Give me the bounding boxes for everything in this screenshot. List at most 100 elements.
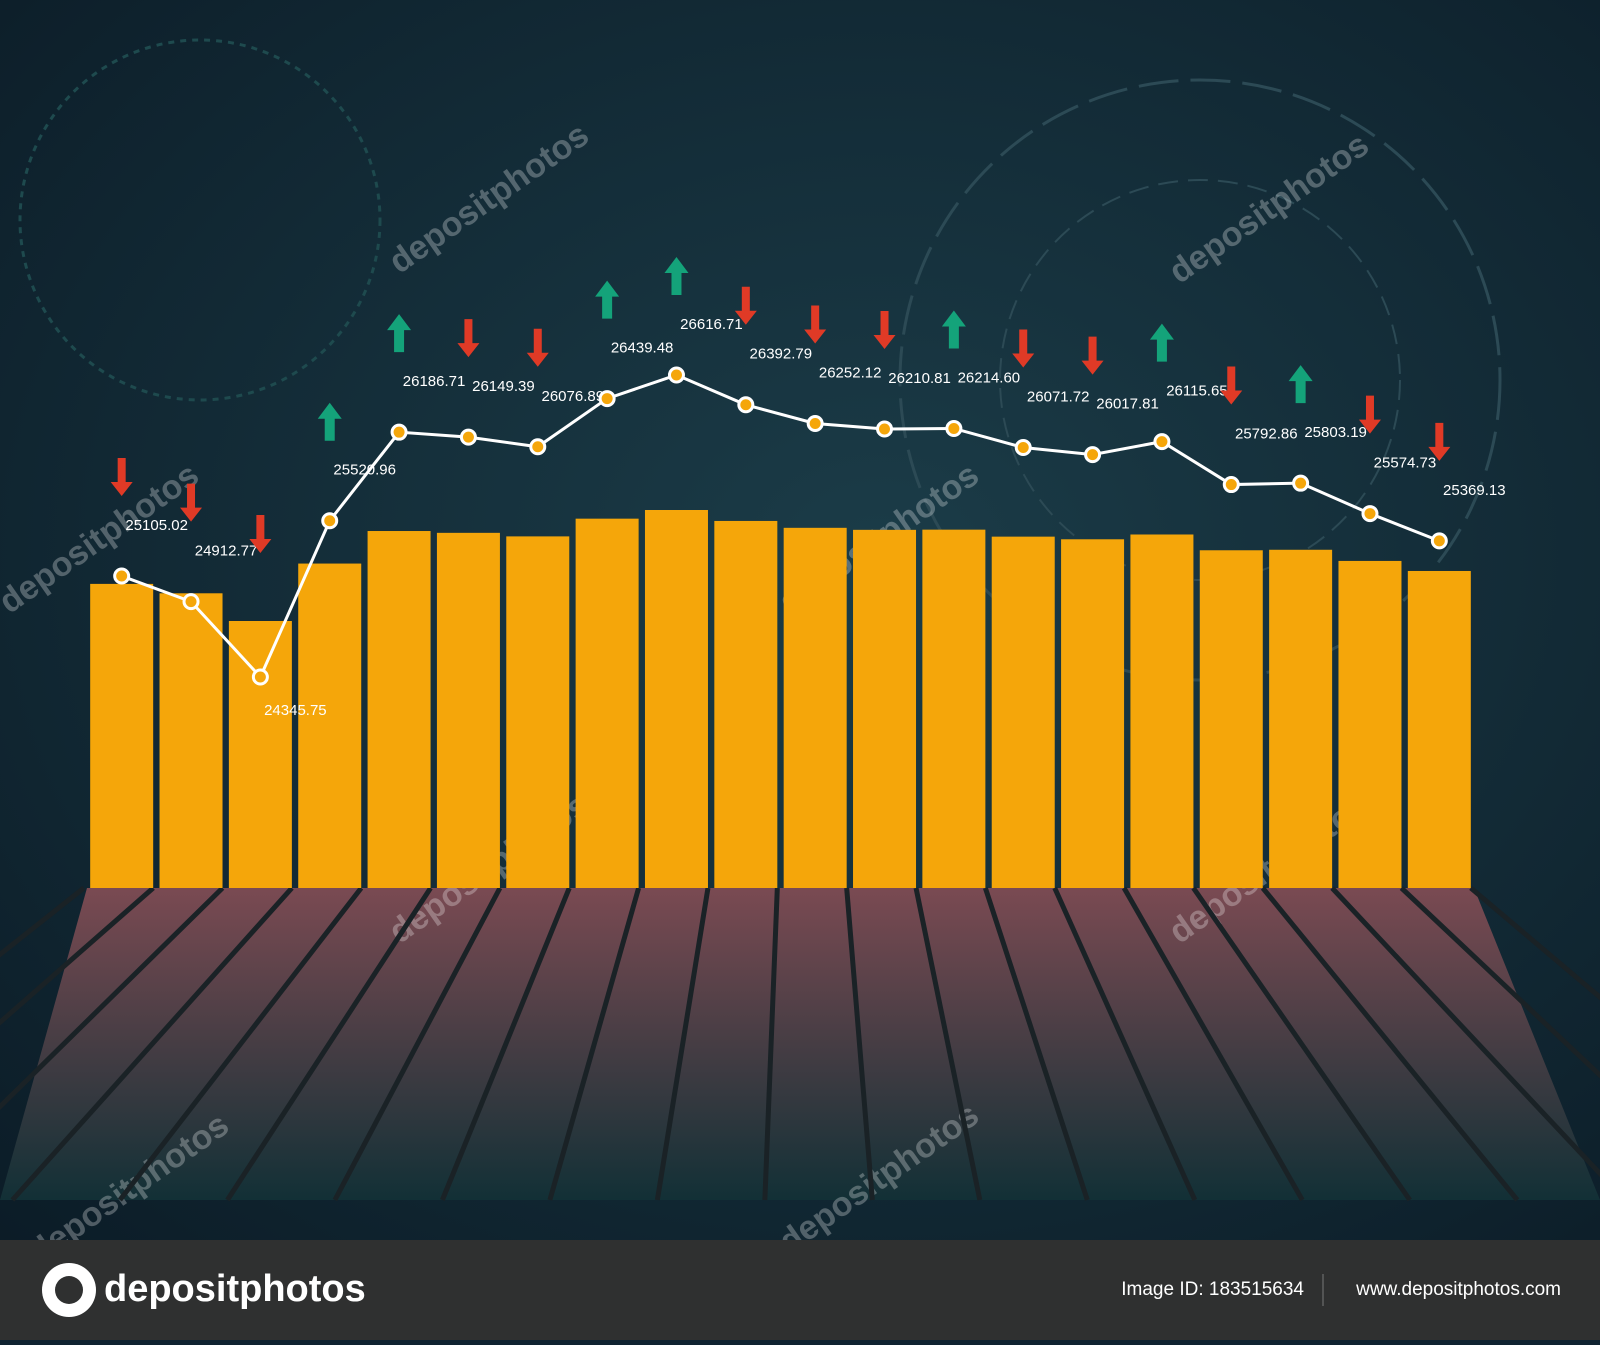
- floor-line: [10, 886, 294, 1202]
- value-label: 26214.60: [958, 369, 1021, 386]
- bar: [853, 529, 917, 888]
- arrow-down: [1012, 329, 1035, 368]
- arrow-up: [1288, 365, 1313, 404]
- line-point: [1430, 532, 1448, 550]
- decor-ring: [18, 38, 382, 402]
- bar: [922, 529, 986, 888]
- line-point: [667, 366, 685, 384]
- value-label: 26186.71: [403, 373, 466, 390]
- floor-line: [0, 886, 86, 958]
- bar: [1407, 570, 1471, 888]
- value-label: 26210.81: [888, 370, 951, 387]
- footer-logo-inner: [55, 1276, 83, 1304]
- floor-line: [1330, 886, 1600, 1178]
- floor-line: [0, 886, 225, 1111]
- arrow-down: [1081, 336, 1104, 375]
- arrow-down: [526, 328, 549, 367]
- arrow-down: [873, 310, 896, 349]
- bar: [367, 531, 431, 888]
- line-point: [598, 390, 616, 408]
- bar: [1269, 549, 1333, 888]
- arrow-down: [180, 483, 203, 522]
- line: [121, 373, 1440, 680]
- footer-brand: depositphotos: [104, 1268, 366, 1310]
- bar: [159, 593, 223, 888]
- footer-url: www.depositphotos.com: [1355, 1279, 1561, 1300]
- value-label: 25520.96: [333, 462, 396, 479]
- value-label: 26149.39: [472, 378, 535, 395]
- value-label: 25792.86: [1235, 426, 1298, 443]
- line-point: [182, 593, 200, 611]
- value-label: 25803.19: [1304, 424, 1367, 441]
- floor-line: [117, 886, 364, 1202]
- floor-line: [1469, 886, 1600, 1001]
- floor-line: [844, 887, 875, 1201]
- line-point: [945, 419, 963, 437]
- bar: [1061, 539, 1125, 888]
- value-label: 25369.13: [1443, 482, 1506, 499]
- floor-line: [225, 886, 433, 1202]
- floor-line: [0, 886, 155, 1026]
- line-point: [806, 414, 824, 432]
- line-point: [1153, 433, 1171, 451]
- line-point: [1014, 438, 1032, 456]
- footer: [0, 1240, 1600, 1340]
- arrow-down: [110, 458, 133, 497]
- arrow-up: [317, 402, 342, 441]
- floor-line: [332, 886, 503, 1202]
- line-point: [1084, 446, 1102, 464]
- value-label: 26252.12: [819, 364, 882, 381]
- line-point: [737, 396, 755, 414]
- floor-line: [982, 887, 1090, 1201]
- line-point: [529, 438, 547, 456]
- line-point: [1292, 474, 1310, 492]
- floor-line: [762, 887, 780, 1201]
- floor-line: [1052, 886, 1198, 1202]
- value-label: 26115.65: [1166, 383, 1227, 400]
- value-label: 25105.02: [125, 517, 188, 534]
- value-label: 25574.73: [1374, 455, 1437, 472]
- bar: [714, 520, 778, 888]
- line-point: [876, 420, 894, 438]
- line-point: [459, 428, 477, 446]
- arrow-up: [387, 314, 412, 353]
- arrow-down: [457, 319, 480, 358]
- value-label: 26017.81: [1096, 396, 1159, 413]
- arrow-down: [1358, 395, 1381, 434]
- arrow-up: [595, 280, 620, 319]
- arrow-down: [1220, 366, 1243, 405]
- bar: [298, 563, 362, 888]
- arrow-down: [1428, 422, 1451, 461]
- bar: [1199, 550, 1263, 888]
- line-point: [1361, 505, 1379, 523]
- arrow-down: [804, 305, 827, 344]
- floor-line: [1260, 886, 1520, 1202]
- arrow-up: [1149, 323, 1174, 362]
- floor-line: [654, 887, 711, 1201]
- bar: [90, 583, 154, 888]
- line-point: [1222, 476, 1240, 494]
- value-label: 26076.89: [541, 388, 604, 405]
- footer-image-id: Image ID: 183515634: [1121, 1279, 1304, 1300]
- floor-line: [547, 887, 642, 1201]
- arrow-up: [664, 257, 689, 295]
- value-label: 26071.72: [1027, 388, 1090, 405]
- bar: [575, 518, 639, 888]
- value-label: 26439.48: [611, 340, 674, 357]
- arrow-down: [249, 515, 272, 553]
- arrow-down: [734, 286, 757, 325]
- floor-line: [440, 887, 572, 1201]
- floor-line: [913, 887, 983, 1201]
- floor-line: [1399, 886, 1600, 1079]
- value-label: 26392.79: [750, 346, 813, 363]
- value-label: 24912.77: [195, 543, 258, 560]
- line-point: [113, 567, 131, 585]
- bar: [1338, 560, 1402, 888]
- bar: [1130, 534, 1194, 888]
- line-point: [251, 668, 269, 686]
- floor-line: [1191, 886, 1412, 1202]
- bar: [228, 621, 292, 888]
- bar: [783, 527, 847, 888]
